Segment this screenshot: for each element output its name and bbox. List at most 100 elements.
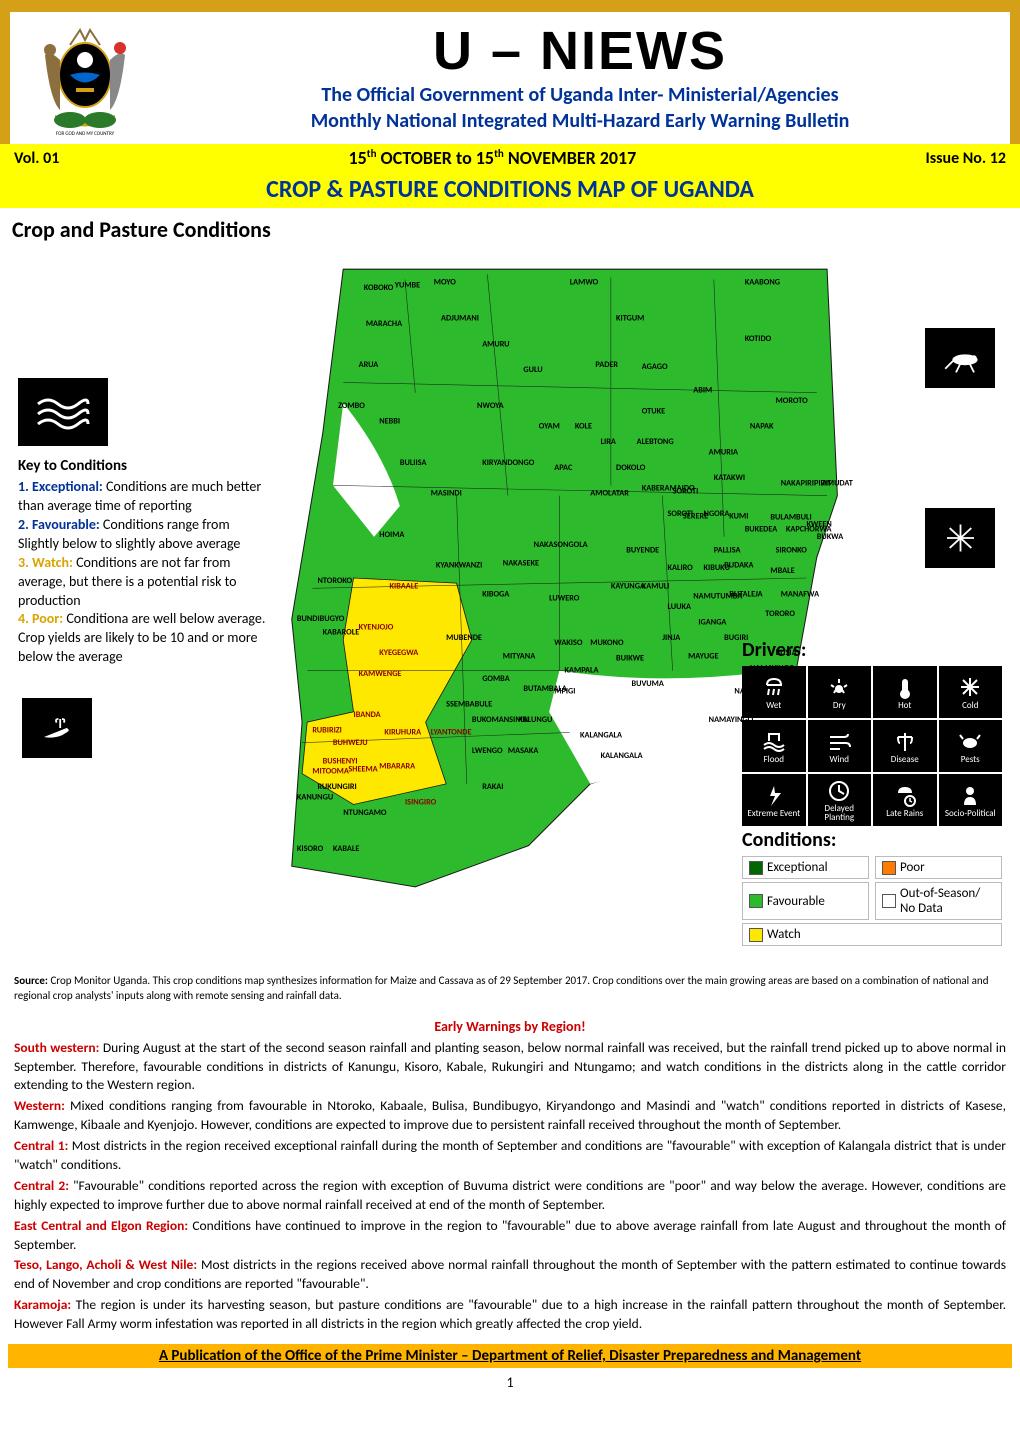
section-title: CROP & PASTURE CONDITIONS MAP OF UGANDA bbox=[266, 175, 754, 204]
drivers-panel: Drivers: WetDryHotColdFloodWindDiseasePe… bbox=[742, 638, 1002, 826]
svg-text:RUKUNGIRI: RUKUNGIRI bbox=[318, 782, 357, 792]
svg-text:TORORO: TORORO bbox=[765, 609, 795, 619]
svg-text:IGANGA: IGANGA bbox=[698, 617, 726, 627]
regions-text: South western: During August at the star… bbox=[0, 1039, 1020, 1334]
svg-text:RAKAI: RAKAI bbox=[482, 782, 503, 792]
svg-text:MOROTO: MOROTO bbox=[776, 396, 809, 406]
svg-text:NGORA: NGORA bbox=[704, 509, 730, 519]
svg-text:LYANTONDE: LYANTONDE bbox=[431, 727, 472, 737]
issue-bar: Vol. 01 15th OCTOBER to 15th NOVEMBER 20… bbox=[0, 144, 1020, 172]
svg-text:NTOROKO: NTOROKO bbox=[318, 576, 353, 586]
svg-text:LAMWO: LAMWO bbox=[570, 278, 599, 288]
svg-text:NTUNGAMO: NTUNGAMO bbox=[343, 808, 387, 818]
svg-text:PADER: PADER bbox=[595, 360, 618, 370]
svg-text:KITGUM: KITGUM bbox=[616, 314, 644, 324]
region-paragraph: South western: During August at the star… bbox=[14, 1039, 1006, 1096]
svg-text:BUHWEJU: BUHWEJU bbox=[333, 738, 368, 748]
snowflake-icon bbox=[925, 508, 995, 568]
driver-wind: Wind bbox=[808, 720, 872, 772]
issue-number: Issue No. 12 bbox=[925, 149, 1006, 168]
svg-text:MBALE: MBALE bbox=[770, 566, 794, 576]
svg-text:MOYO: MOYO bbox=[434, 278, 456, 288]
map-container: Crop and Pasture Conditions Key to Condi… bbox=[0, 208, 1020, 968]
svg-text:AMURIA: AMURIA bbox=[709, 447, 738, 457]
svg-text:SIRONKO: SIRONKO bbox=[776, 545, 808, 555]
drivers-title: Drivers: bbox=[742, 638, 1002, 662]
svg-text:AMURU: AMURU bbox=[482, 339, 509, 349]
svg-text:OYAM: OYAM bbox=[539, 422, 560, 432]
svg-text:NAKASONGOLA: NAKASONGOLA bbox=[534, 540, 588, 550]
svg-text:BUKWA: BUKWA bbox=[817, 532, 843, 542]
svg-text:SSEMBABULE: SSEMBABULE bbox=[446, 700, 492, 710]
key-panel: Key to Conditions 1. Exceptional: Condit… bbox=[18, 378, 268, 667]
driver-extreme: Extreme Event bbox=[742, 774, 806, 826]
svg-text:KAYUNGA: KAYUNGA bbox=[611, 581, 645, 591]
svg-text:KABALE: KABALE bbox=[333, 844, 359, 854]
svg-text:KUMI: KUMI bbox=[729, 511, 748, 521]
section-title-bar: CROP & PASTURE CONDITIONS MAP OF UGANDA bbox=[0, 172, 1020, 208]
svg-text:KOLE: KOLE bbox=[575, 422, 592, 432]
key-item-3: 3. Watch: Conditions are not far from av… bbox=[18, 554, 268, 611]
footer-bar: A Publication of the Office of the Prime… bbox=[8, 1344, 1012, 1368]
svg-text:KAMULI: KAMULI bbox=[642, 581, 670, 591]
svg-text:YUMBE: YUMBE bbox=[394, 281, 420, 291]
svg-text:KIBOGA: KIBOGA bbox=[482, 590, 509, 600]
svg-text:KOTIDO: KOTIDO bbox=[745, 334, 772, 344]
svg-text:MPIGI: MPIGI bbox=[554, 686, 575, 696]
svg-text:ABIM: ABIM bbox=[693, 386, 712, 396]
svg-text:KIRUHURA: KIRUHURA bbox=[384, 727, 421, 737]
main-title: U – NIEWS bbox=[160, 20, 1000, 82]
volume: Vol. 01 bbox=[14, 149, 59, 168]
svg-text:MANAFWA: MANAFWA bbox=[781, 590, 819, 600]
svg-text:KANUNGU: KANUNGU bbox=[297, 792, 333, 802]
svg-text:KAMPALA: KAMPALA bbox=[565, 666, 599, 676]
svg-text:BUYENDE: BUYENDE bbox=[626, 545, 659, 555]
svg-text:KALUNGU: KALUNGU bbox=[518, 715, 552, 725]
header-text: U – NIEWS The Official Government of Uga… bbox=[160, 20, 1000, 134]
cond-favourable: Favourable bbox=[742, 882, 869, 920]
svg-text:NAPAK: NAPAK bbox=[750, 422, 774, 432]
svg-text:MAYUGE: MAYUGE bbox=[688, 651, 718, 661]
svg-text:KABAROLE: KABAROLE bbox=[323, 628, 360, 638]
svg-text:BUIKWE: BUIKWE bbox=[616, 653, 644, 663]
svg-text:AMOLATAR: AMOLATAR bbox=[590, 489, 629, 499]
svg-text:KYANKWANZI: KYANKWANZI bbox=[436, 561, 482, 571]
svg-text:RUBIRIZI: RUBIRIZI bbox=[312, 725, 342, 735]
svg-text:OTUKE: OTUKE bbox=[642, 406, 665, 416]
issue-date: 15th OCTOBER to 15th NOVEMBER 2017 bbox=[59, 147, 925, 169]
svg-text:KYENJOJO: KYENJOJO bbox=[359, 622, 394, 632]
svg-text:LWENGO: LWENGO bbox=[472, 746, 503, 756]
svg-text:KISORO: KISORO bbox=[297, 844, 324, 854]
svg-text:JINJA: JINJA bbox=[662, 633, 680, 643]
footnote: Source: Crop Monitor Uganda. This crop c… bbox=[0, 968, 1020, 1010]
subtitle-2: Monthly National Integrated Multi-Hazard… bbox=[160, 108, 1000, 134]
svg-text:SHEEMA: SHEEMA bbox=[348, 765, 377, 775]
svg-text:IBANDA: IBANDA bbox=[354, 710, 381, 720]
svg-text:WAKISO: WAKISO bbox=[554, 638, 583, 648]
svg-text:HOIMA: HOIMA bbox=[379, 530, 404, 540]
region-paragraph: Teso, Lango, Acholi & West Nile: Most di… bbox=[14, 1256, 1006, 1294]
svg-text:ZOMBO: ZOMBO bbox=[338, 401, 365, 411]
key-title: Key to Conditions bbox=[18, 456, 268, 476]
region-paragraph: Central 1: Most districts in the region … bbox=[14, 1137, 1006, 1175]
svg-text:ARUA: ARUA bbox=[359, 360, 379, 370]
svg-text:KOBOKO: KOBOKO bbox=[364, 283, 394, 293]
svg-text:KALANGALA: KALANGALA bbox=[580, 731, 622, 741]
locust-icon bbox=[925, 328, 995, 388]
conditions-panel: Conditions: ExceptionalPoorFavourableOut… bbox=[742, 828, 1002, 949]
header: FOR GOD AND MY COUNTRY U – NIEWS The Off… bbox=[10, 12, 1010, 144]
conditions-title: Conditions: bbox=[742, 828, 1002, 852]
subtitle-1: The Official Government of Uganda Inter-… bbox=[160, 82, 1000, 108]
svg-text:NAKASEKE: NAKASEKE bbox=[503, 559, 539, 569]
svg-text:BUTALEJA: BUTALEJA bbox=[729, 590, 762, 600]
svg-text:PALLISA: PALLISA bbox=[714, 545, 741, 555]
hand-plant-icon bbox=[22, 698, 92, 758]
svg-text:LUUKA: LUUKA bbox=[668, 602, 692, 612]
svg-text:MASINDI: MASINDI bbox=[431, 489, 462, 499]
footer-text: A Publication of the Office of the Prime… bbox=[11, 1347, 1009, 1365]
driver-disease: Disease bbox=[873, 720, 937, 772]
svg-text:KIBAALE: KIBAALE bbox=[390, 581, 419, 591]
svg-text:FOR GOD AND MY COUNTRY: FOR GOD AND MY COUNTRY bbox=[56, 131, 115, 137]
regions-heading: Early Warnings by Region! bbox=[0, 1010, 1020, 1039]
svg-text:MITYANA: MITYANA bbox=[503, 651, 535, 661]
